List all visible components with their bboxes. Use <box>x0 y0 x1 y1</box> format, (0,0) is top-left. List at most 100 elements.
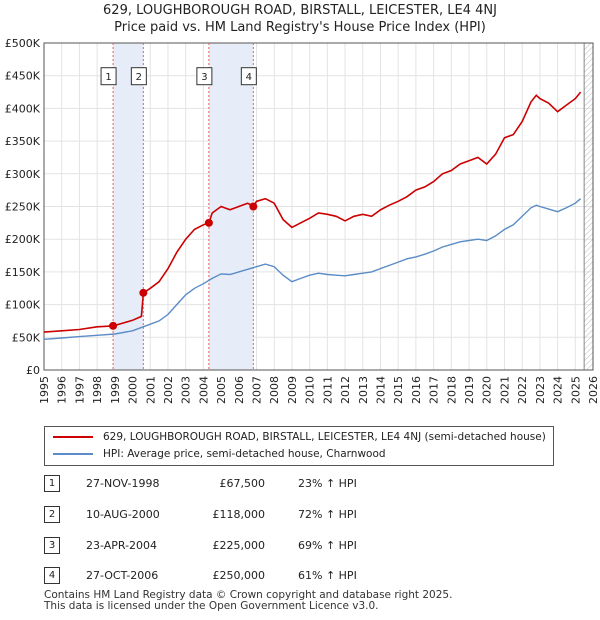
x-tick-label: 2009 <box>286 376 299 404</box>
transaction-date: 23-APR-2004 <box>86 539 158 552</box>
transaction-number: 1 <box>44 475 60 492</box>
x-tick-label: 2013 <box>357 376 370 404</box>
transaction-row: 4 27-OCT-2006 £250,000 61% ↑ HPI <box>0 567 600 587</box>
x-axis: 1995 1996 1997 1998 1999 2000 2001 2002 2003 2004… <box>38 376 600 404</box>
y-axis: £0 £50K £100K £150K £200K £250K £300K £350K £400… <box>5 37 41 377</box>
transaction-date: 10-AUG-2000 <box>86 508 160 521</box>
transaction-price: £225,000 <box>212 539 266 552</box>
footer-copyright: Contains HM Land Registry data © Crown c… <box>44 589 453 601</box>
x-tick-label: 2020 <box>481 376 494 404</box>
forecast-hatch <box>583 43 593 370</box>
sale-period-shade <box>113 43 144 370</box>
legend-label-property: 629, LOUGHBOROUGH ROAD, BIRSTALL, LEICES… <box>103 431 546 443</box>
legend-label-hpi: HPI: Average price, semi-detached house,… <box>103 448 386 460</box>
legend: 629, LOUGHBOROUGH ROAD, BIRSTALL, LEICES… <box>44 426 554 466</box>
hpi-line <box>43 198 582 340</box>
x-tick-label: 2017 <box>428 376 441 404</box>
x-tick-label: 2026 <box>587 376 600 404</box>
sale-vlines <box>112 43 254 370</box>
sale-label-number: 2 <box>136 72 142 83</box>
y-tick-label: £50K <box>12 331 41 344</box>
transaction-hpi: 23% ↑ HPI <box>298 477 357 490</box>
transaction-price: £67,500 <box>219 477 266 490</box>
sale-marker <box>109 321 118 330</box>
sale-label-box <box>240 67 257 86</box>
x-tick-label: 2005 <box>215 376 228 404</box>
sale-marker <box>139 288 148 297</box>
y-tick-label: £400K <box>5 102 41 115</box>
x-tick-label: 2000 <box>127 376 140 404</box>
transaction-row: 1 27-NOV-1998 £67,500 23% ↑ HPI <box>0 475 600 495</box>
x-tick-label: 1999 <box>109 376 122 404</box>
transaction-number: 3 <box>44 537 60 554</box>
transaction-row: 3 23-APR-2004 £225,000 69% ↑ HPI <box>0 537 600 557</box>
sale-shading <box>113 43 254 370</box>
y-tick-label: £300K <box>5 168 41 181</box>
price-paid-line <box>43 91 582 333</box>
x-tick-label: 2016 <box>410 376 423 404</box>
transaction-number: 2 <box>44 506 60 523</box>
legend-swatch-property <box>53 436 93 438</box>
x-tick-label: 2003 <box>180 376 193 404</box>
transaction-number: 4 <box>44 567 60 584</box>
chart-title: 629, LOUGHBOROUGH ROAD, BIRSTALL, LEICES… <box>103 3 497 18</box>
transaction-price: £250,000 <box>212 569 266 582</box>
plot-frame <box>43 42 594 371</box>
legend-item-property: 629, LOUGHBOROUGH ROAD, BIRSTALL, LEICES… <box>53 429 546 445</box>
x-tick-label: 2014 <box>374 376 387 404</box>
y-tick-label: £250K <box>5 201 41 214</box>
series <box>43 91 582 340</box>
legend-item-hpi: HPI: Average price, semi-detached house,… <box>53 446 386 462</box>
x-tick-label: 2018 <box>445 376 458 404</box>
y-tick-label: £100K <box>5 299 41 312</box>
sale-label-box <box>100 67 117 86</box>
sale-label-box <box>130 67 147 86</box>
transaction-price: £118,000 <box>212 508 266 521</box>
transaction-row: 2 10-AUG-2000 £118,000 72% ↑ HPI <box>0 506 600 526</box>
footer-licence: This data is licensed under the Open Gov… <box>44 600 379 612</box>
x-tick-label: 2012 <box>339 376 352 404</box>
x-tick-label: 1996 <box>56 376 69 404</box>
legend-swatch-hpi <box>53 453 93 455</box>
x-tick-label: 2004 <box>197 376 210 404</box>
footer: Contains HM Land Registry data © Crown c… <box>44 590 452 612</box>
x-tick-label: 2021 <box>498 376 511 404</box>
sale-markers <box>109 202 258 330</box>
x-tick-label: 2007 <box>251 376 264 404</box>
y-tick-label: £500K <box>5 37 41 50</box>
x-tick-label: 1995 <box>38 376 51 404</box>
x-tick-label: 2006 <box>233 376 246 404</box>
x-tick-label: 2010 <box>304 376 317 404</box>
x-tick-label: 2015 <box>392 376 405 404</box>
forecast-hatch-area <box>584 43 593 370</box>
sale-label-number: 1 <box>105 72 111 83</box>
price-chart: 1 2 3 4 £0 £50K £100K £150K £200K £250K £300K £350… <box>5 37 600 404</box>
sale-label-number: 3 <box>201 72 207 83</box>
x-tick-label: 2002 <box>162 376 175 404</box>
y-tick-label: £0 <box>26 364 40 377</box>
x-tick-label: 2019 <box>463 376 476 404</box>
sale-label-box <box>196 67 213 86</box>
chart-subtitle: Price paid vs. HM Land Registry's House … <box>114 20 486 35</box>
sale-marker <box>249 202 258 211</box>
y-tick-label: £150K <box>5 266 41 279</box>
x-tick-label: 2011 <box>321 376 334 404</box>
y-tick-label: £450K <box>5 70 41 83</box>
x-tick-label: 1997 <box>73 376 86 404</box>
y-tick-label: £350K <box>5 135 41 148</box>
sale-labels: 1 2 3 4 <box>100 67 257 86</box>
x-tick-label: 2001 <box>144 376 157 404</box>
sale-label-number: 4 <box>246 72 252 83</box>
x-tick-label: 2008 <box>268 376 281 404</box>
x-tick-label: 2025 <box>569 376 582 404</box>
transaction-date: 27-OCT-2006 <box>86 569 159 582</box>
transaction-date: 27-NOV-1998 <box>86 477 160 490</box>
transaction-hpi: 69% ↑ HPI <box>298 539 357 552</box>
x-tick-label: 2023 <box>534 376 547 404</box>
x-tick-label: 1998 <box>91 376 104 404</box>
sale-period-shade <box>208 43 254 370</box>
transaction-hpi: 61% ↑ HPI <box>298 569 357 582</box>
sale-marker <box>204 218 213 227</box>
x-tick-label: 2024 <box>552 376 565 404</box>
x-tick-label: 2022 <box>516 376 529 404</box>
